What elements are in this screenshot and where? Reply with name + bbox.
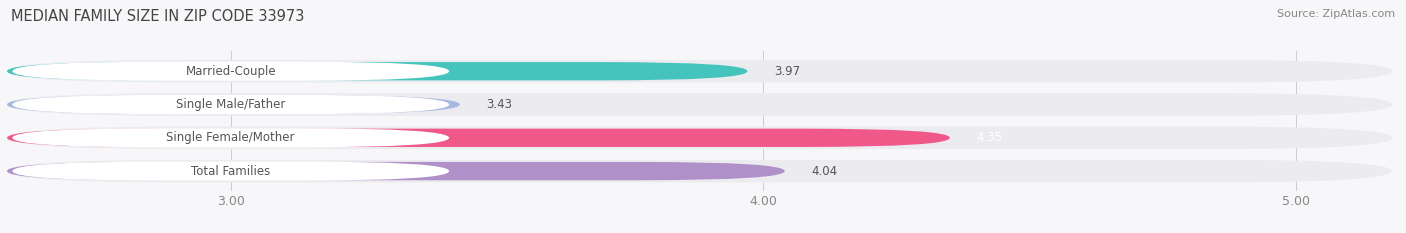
FancyBboxPatch shape [7,95,460,114]
Text: Married-Couple: Married-Couple [186,65,276,78]
FancyBboxPatch shape [7,127,1392,149]
FancyBboxPatch shape [7,93,1392,116]
Text: Source: ZipAtlas.com: Source: ZipAtlas.com [1277,9,1395,19]
Text: Single Female/Mother: Single Female/Mother [166,131,295,144]
FancyBboxPatch shape [13,95,449,114]
Text: 3.43: 3.43 [486,98,512,111]
Text: Total Families: Total Families [191,164,270,178]
Text: 4.04: 4.04 [811,164,838,178]
FancyBboxPatch shape [13,128,449,147]
FancyBboxPatch shape [7,162,785,180]
Text: 3.97: 3.97 [775,65,800,78]
Text: Single Male/Father: Single Male/Father [176,98,285,111]
FancyBboxPatch shape [7,129,950,147]
FancyBboxPatch shape [13,62,449,81]
FancyBboxPatch shape [7,62,748,80]
FancyBboxPatch shape [13,161,449,181]
FancyBboxPatch shape [7,160,1392,182]
Text: MEDIAN FAMILY SIZE IN ZIP CODE 33973: MEDIAN FAMILY SIZE IN ZIP CODE 33973 [11,9,305,24]
Text: 4.35: 4.35 [976,131,1002,144]
FancyBboxPatch shape [7,60,1392,82]
